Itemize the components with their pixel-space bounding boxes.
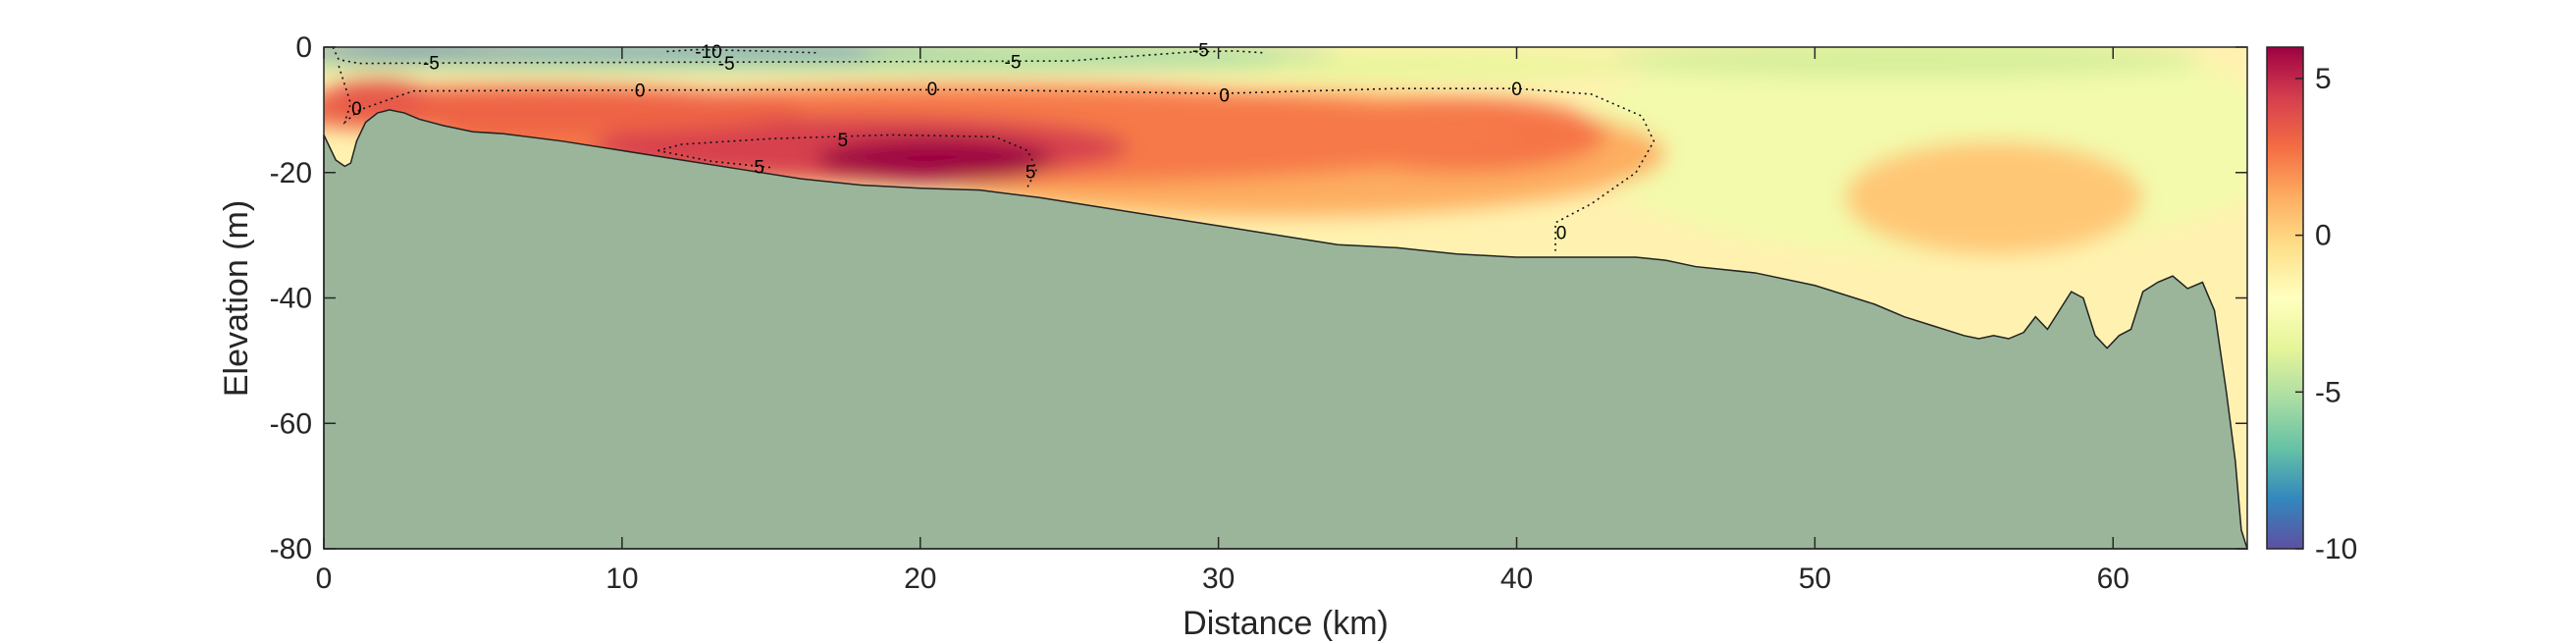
x-tick-label: 0 bbox=[316, 563, 333, 595]
contour-label: 5 bbox=[754, 157, 764, 178]
contour-lines bbox=[332, 47, 1656, 251]
field-region-surface-cold-mid bbox=[861, 47, 1339, 63]
field-region-nearshore bbox=[324, 78, 432, 117]
bathymetry-fill bbox=[323, 109, 2249, 550]
y-tick-label: 0 bbox=[295, 31, 312, 64]
y-axis: 0 -20 -40 -60 -80 bbox=[270, 31, 2247, 565]
contour-line-plus5-lower bbox=[657, 149, 771, 169]
field-region-core-max bbox=[815, 136, 1055, 183]
y-axis-label: Elevation (m) bbox=[218, 200, 255, 397]
contour-label: 0 bbox=[351, 99, 362, 120]
y-tick-label: -80 bbox=[270, 533, 312, 565]
field-region-east-warm bbox=[1844, 140, 2143, 254]
field-region-surface-coldest-west bbox=[324, 47, 533, 58]
colorbar: 5 0 -5 -10 bbox=[2266, 46, 2357, 565]
colorbar-tick-label: -5 bbox=[2315, 376, 2341, 408]
contour-label: -5 bbox=[718, 54, 735, 75]
x-tick-label: 50 bbox=[1799, 563, 1831, 595]
x-axis-label: Distance (km) bbox=[1183, 605, 1389, 642]
y-tick-label: -20 bbox=[270, 157, 312, 189]
colorbar-frame bbox=[2266, 46, 2304, 550]
x-tick-label: 60 bbox=[2097, 563, 2129, 595]
contour-label: 0 bbox=[1556, 223, 1567, 243]
contour-line-minus5 bbox=[332, 47, 1264, 65]
contour-label: 0 bbox=[635, 80, 646, 101]
x-tick-label: 10 bbox=[605, 563, 638, 595]
contour-label: 5 bbox=[1025, 162, 1036, 183]
contour-label: 0 bbox=[1219, 86, 1230, 107]
y-tick-label: -60 bbox=[270, 407, 312, 440]
y-tick-label: -40 bbox=[270, 283, 312, 315]
colorbar-tick-label: 0 bbox=[2315, 220, 2332, 252]
x-tick-label: 30 bbox=[1202, 563, 1235, 595]
field-region-east-surface bbox=[1605, 47, 2203, 79]
contour-label: 5 bbox=[837, 131, 848, 151]
colorbar-tick-label: 5 bbox=[2315, 63, 2332, 95]
temperature-field bbox=[324, 47, 2247, 549]
contour-label: 0 bbox=[927, 80, 938, 100]
contour-line-zero bbox=[338, 65, 1656, 251]
x-tick-label: 40 bbox=[1500, 563, 1533, 595]
x-tick-label: 20 bbox=[904, 563, 936, 595]
contour-label: -5 bbox=[1005, 53, 1022, 74]
colorbar-tick-label: -10 bbox=[2315, 533, 2357, 565]
contour-line-minus10 bbox=[666, 48, 816, 54]
colorbar-gradient bbox=[2267, 47, 2303, 549]
x-axis: 0 10 20 30 40 50 60 bbox=[316, 47, 2129, 595]
contour-label: -5 bbox=[1192, 41, 1209, 62]
contour-label: 0 bbox=[1511, 80, 1522, 100]
field-region-shelf bbox=[324, 84, 802, 135]
contour-label: -5 bbox=[423, 53, 440, 74]
